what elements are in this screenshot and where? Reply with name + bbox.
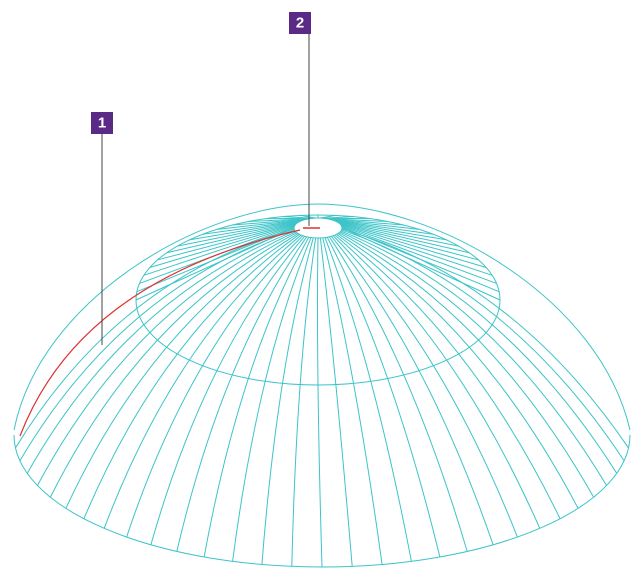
meridian xyxy=(334,220,447,241)
meridian xyxy=(291,237,317,567)
meridian xyxy=(333,219,434,235)
meridian xyxy=(65,233,299,509)
meridian xyxy=(338,232,595,498)
meridian xyxy=(49,232,298,498)
meridian xyxy=(340,223,487,268)
meridian xyxy=(232,237,312,562)
meridian xyxy=(177,221,300,247)
meridian xyxy=(337,233,579,509)
meridian xyxy=(143,224,296,276)
meridian xyxy=(334,234,541,529)
meridian xyxy=(317,237,323,568)
meridian xyxy=(203,236,310,558)
meridian xyxy=(149,223,296,268)
meridian xyxy=(26,230,296,474)
meridian xyxy=(216,219,305,230)
meridian xyxy=(83,233,300,519)
meridian xyxy=(103,234,302,529)
callout-box xyxy=(91,112,113,134)
meridian xyxy=(339,222,479,261)
meridian xyxy=(332,235,518,538)
meridian xyxy=(340,224,493,276)
meridian xyxy=(327,218,388,222)
callout-box xyxy=(289,12,311,34)
meridian xyxy=(166,221,299,254)
callout-label: 1 xyxy=(98,115,106,132)
meridian xyxy=(341,226,500,293)
meridian xyxy=(176,236,308,552)
meridian xyxy=(337,221,470,254)
meridian xyxy=(135,227,295,301)
dome-wireframe xyxy=(13,203,631,568)
meridian xyxy=(37,231,297,486)
meridian xyxy=(331,219,420,230)
meridian xyxy=(339,231,607,486)
meridian xyxy=(336,233,561,519)
meridian xyxy=(232,218,307,226)
highlight-arc xyxy=(19,229,301,437)
meridian xyxy=(202,219,303,235)
meridian xyxy=(330,235,494,545)
meridian xyxy=(328,236,468,552)
callout-label: 2 xyxy=(296,15,304,32)
meridian xyxy=(248,218,309,222)
meridian xyxy=(157,222,297,261)
meridian xyxy=(19,229,295,462)
meridian xyxy=(261,237,314,565)
meridian xyxy=(126,235,304,538)
meridian xyxy=(322,216,354,219)
meridian xyxy=(341,228,629,449)
meridian xyxy=(282,216,314,219)
meridian xyxy=(320,214,336,219)
meridian xyxy=(322,237,383,565)
meridian xyxy=(341,229,625,462)
meridian xyxy=(324,237,412,562)
meridian xyxy=(300,214,316,219)
meridian xyxy=(340,230,618,474)
meridian xyxy=(150,235,306,545)
meridian xyxy=(341,225,497,284)
dome-outline xyxy=(13,203,631,431)
meridian xyxy=(326,237,441,558)
meridian xyxy=(329,218,404,226)
meridian xyxy=(336,221,459,247)
meridian xyxy=(319,237,353,567)
base-rim xyxy=(13,434,631,568)
meridian xyxy=(189,220,302,241)
